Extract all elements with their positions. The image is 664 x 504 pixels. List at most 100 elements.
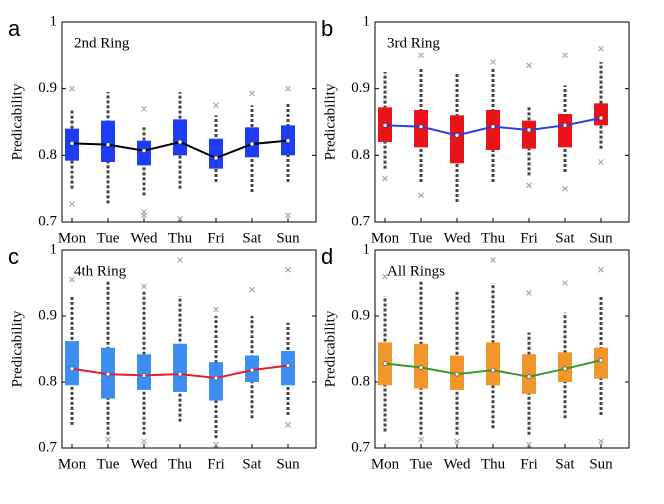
- x-tick-label: Mon: [371, 230, 400, 246]
- median-dot: [105, 371, 111, 377]
- outlier: [382, 273, 388, 280]
- x-tick-label: Wed: [443, 230, 471, 246]
- outlier: [418, 52, 424, 59]
- outlier: [526, 182, 532, 189]
- x-tick-label: Tue: [97, 230, 120, 246]
- median-dot: [141, 373, 147, 378]
- y-tick-label: 1: [363, 13, 371, 29]
- outlier: [141, 209, 147, 215]
- median-dot: [490, 367, 496, 373]
- box: [173, 119, 187, 156]
- median-dot: [177, 371, 183, 377]
- outlier: [249, 286, 255, 293]
- outlier: [105, 436, 111, 443]
- y-tick-label: 0.7: [38, 439, 57, 455]
- panel: d All Rings Predicability 0.7 0.8 0.9 1 Mon Tue W…: [321, 241, 630, 472]
- plot-frame: [61, 249, 317, 449]
- outlier: [69, 85, 75, 92]
- median-dot: [213, 375, 219, 381]
- x-tick-label: Tue: [410, 456, 433, 472]
- x-tick-label: Thu: [481, 230, 506, 246]
- median-dot: [490, 124, 496, 129]
- y-axis-label: Predicability: [322, 310, 338, 387]
- outlier: [418, 192, 424, 199]
- x-tick-label: Sun: [589, 230, 613, 246]
- outlier: [285, 266, 291, 273]
- box: [558, 114, 572, 148]
- outlier: [69, 201, 75, 207]
- median-dot: [418, 365, 424, 370]
- panel-label: b: [321, 16, 333, 41]
- y-tick-label: 0.7: [351, 439, 370, 455]
- outlier: [213, 306, 219, 313]
- x-tick-label: Tue: [410, 230, 433, 246]
- box: [486, 110, 500, 150]
- median-dot: [213, 155, 219, 161]
- outlier: [213, 102, 219, 109]
- y-tick-label: 1: [363, 241, 371, 257]
- outlier: [526, 62, 532, 69]
- y-tick-label: 0.8: [351, 373, 370, 389]
- plot-frame: [374, 21, 630, 223]
- y-axis-label: Predicability: [9, 83, 25, 160]
- y-tick-label: 0.9: [38, 307, 57, 323]
- outlier: [526, 441, 532, 448]
- outlier: [285, 212, 291, 219]
- y-axis-label: Predicability: [322, 83, 338, 160]
- outlier: [490, 256, 496, 263]
- median-dot: [249, 141, 255, 147]
- x-tick-label: Thu: [481, 456, 506, 472]
- y-tick-label: 0.9: [351, 307, 370, 323]
- x-tick-label: Fri: [207, 456, 225, 472]
- plot-frame: [61, 21, 317, 223]
- x-tick-label: Sat: [555, 230, 575, 246]
- outlier: [418, 436, 424, 443]
- box: [101, 120, 115, 162]
- box: [209, 138, 223, 169]
- box: [486, 342, 500, 386]
- y-tick-label: 0.8: [38, 147, 57, 163]
- outlier: [562, 280, 568, 286]
- outlier: [141, 105, 147, 112]
- panel-title: 2nd Ring: [74, 35, 130, 51]
- outlier: [177, 215, 183, 222]
- median-dot: [526, 127, 532, 133]
- panel-title: 3rd Ring: [387, 35, 440, 51]
- outlier: [598, 159, 604, 165]
- outlier: [141, 283, 147, 290]
- box: [522, 120, 536, 149]
- x-tick-label: Fri: [207, 230, 225, 246]
- panel: c 4th Ring Predicability 0.7 0.8 0.9 1 Mon Tue We…: [8, 241, 317, 472]
- median-dot: [69, 141, 75, 146]
- outlier: [454, 438, 460, 445]
- median-dot: [562, 123, 568, 128]
- median-dot: [141, 148, 147, 153]
- x-tick-label: Thu: [168, 230, 193, 246]
- x-tick-label: Sat: [555, 456, 575, 472]
- panel-title: 4th Ring: [74, 263, 127, 279]
- x-tick-label: Sat: [242, 230, 262, 246]
- x-tick-label: Mon: [371, 456, 400, 472]
- outlier: [141, 438, 147, 445]
- outlier: [213, 441, 219, 448]
- median-dot: [69, 366, 75, 372]
- outlier: [562, 185, 568, 192]
- median-dot: [105, 142, 111, 147]
- box: [65, 341, 79, 386]
- box: [137, 354, 151, 390]
- outlier: [249, 90, 255, 97]
- median-dot: [177, 139, 183, 145]
- outlier: [285, 421, 291, 428]
- x-tick-label: Thu: [168, 456, 193, 472]
- outlier: [69, 276, 75, 283]
- median-dot: [382, 123, 388, 128]
- outlier: [598, 438, 604, 445]
- x-tick-label: Mon: [58, 456, 87, 472]
- median-dot: [454, 371, 460, 377]
- y-tick-label: 0.7: [38, 213, 57, 229]
- y-tick-label: 0.9: [38, 80, 57, 96]
- x-tick-label: Fri: [520, 230, 538, 246]
- panel-title: All Rings: [387, 263, 445, 279]
- box: [594, 103, 608, 126]
- x-tick-label: Mon: [58, 230, 87, 246]
